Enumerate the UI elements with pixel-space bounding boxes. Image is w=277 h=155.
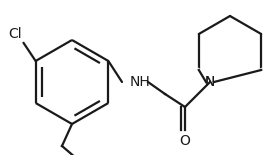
- Text: NH: NH: [130, 75, 151, 89]
- Text: N: N: [205, 75, 215, 89]
- Text: N: N: [205, 75, 215, 89]
- Text: O: O: [179, 134, 191, 148]
- Text: Cl: Cl: [8, 27, 22, 41]
